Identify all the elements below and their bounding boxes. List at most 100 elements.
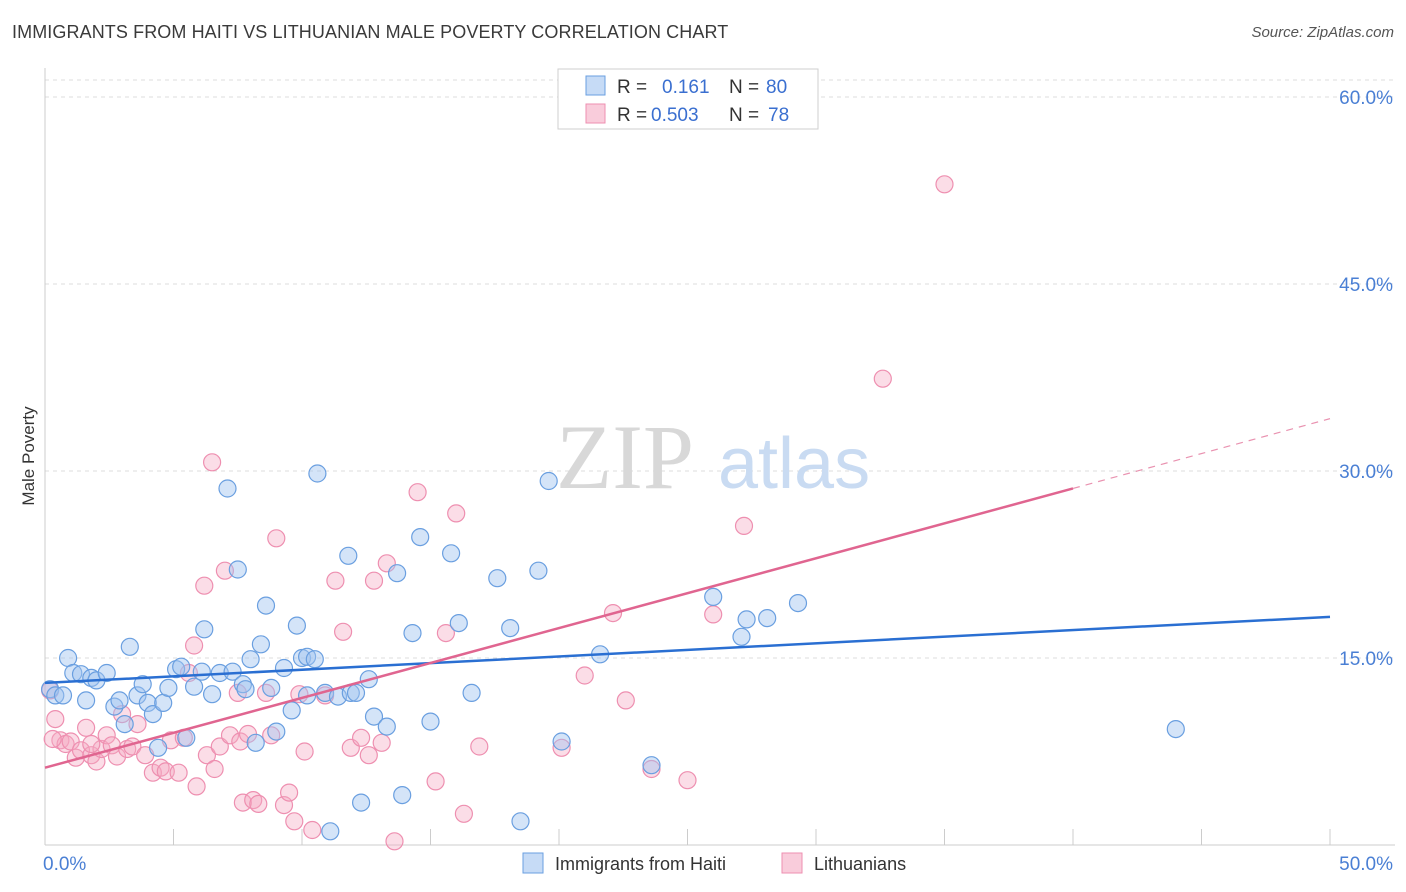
haiti-point bbox=[421, 712, 440, 731]
haiti-point bbox=[1166, 719, 1185, 739]
haiti-point bbox=[133, 675, 152, 694]
lith-point bbox=[364, 571, 384, 590]
lith-point bbox=[575, 666, 594, 685]
lith-point bbox=[352, 728, 371, 747]
lith-point bbox=[295, 742, 314, 761]
y-tick-label: 60.0% bbox=[1339, 88, 1393, 109]
bottom-legend-haiti-swatch bbox=[522, 852, 544, 874]
x-tick-label: 50.0% bbox=[1339, 854, 1393, 875]
haiti-point bbox=[228, 560, 247, 579]
haiti-point bbox=[352, 793, 371, 812]
lith-point bbox=[372, 733, 391, 752]
lith-point bbox=[76, 718, 96, 737]
lith-trend-line bbox=[44, 487, 1074, 769]
watermark-zip: ZIP bbox=[556, 406, 694, 508]
lith-point bbox=[82, 734, 101, 754]
haiti-point bbox=[233, 675, 252, 694]
watermark: ZIP atlas bbox=[556, 406, 870, 508]
haiti-point bbox=[167, 660, 186, 679]
haiti-point bbox=[236, 680, 255, 699]
legend-haiti-swatch bbox=[585, 75, 606, 96]
haiti-point bbox=[287, 616, 306, 635]
haiti-point bbox=[393, 785, 412, 805]
legend-n-value: 78 bbox=[768, 105, 789, 126]
haiti-point bbox=[241, 650, 260, 669]
haiti-point bbox=[388, 564, 407, 583]
lith-point bbox=[249, 794, 268, 814]
lith-point bbox=[454, 804, 473, 823]
lith-point bbox=[210, 737, 229, 756]
haiti-trend-line bbox=[44, 615, 1331, 685]
chart-title: IMMIGRANTS FROM HAITI VS LITHUANIAN MALE… bbox=[12, 22, 729, 42]
haiti-point bbox=[501, 618, 520, 638]
legend-r-value: 0.503 bbox=[651, 105, 699, 126]
haiti-point bbox=[377, 717, 396, 736]
haiti-point bbox=[71, 665, 91, 684]
haiti-point bbox=[120, 637, 139, 656]
lith-point bbox=[220, 726, 240, 745]
haiti-point bbox=[529, 561, 548, 580]
grid-lines bbox=[45, 79, 1395, 659]
lith-point bbox=[197, 746, 216, 765]
axes bbox=[44, 68, 1395, 846]
lith-trend-extension bbox=[1072, 418, 1331, 490]
y-tick-label: 45.0% bbox=[1339, 275, 1393, 296]
haiti-point bbox=[642, 756, 661, 775]
haiti-point bbox=[539, 471, 558, 491]
haiti-point bbox=[256, 596, 276, 615]
trend-lines bbox=[44, 418, 1331, 769]
lith-point bbox=[447, 504, 466, 523]
haiti-point bbox=[97, 663, 116, 683]
bottom-legend-lith-label-swatch bbox=[781, 852, 803, 874]
haiti-point bbox=[346, 683, 366, 703]
haiti-point bbox=[251, 635, 270, 654]
lith-point bbox=[385, 832, 404, 851]
lith-point bbox=[326, 571, 345, 590]
lith-point bbox=[231, 732, 250, 751]
haiti-point bbox=[403, 623, 422, 643]
haiti-point bbox=[305, 650, 324, 669]
y-tick-label: 30.0% bbox=[1339, 462, 1393, 483]
haiti-point bbox=[308, 464, 327, 483]
lith-point bbox=[436, 623, 455, 643]
haiti-point bbox=[138, 693, 157, 713]
lith-point bbox=[280, 783, 299, 802]
y-tick-labels: 60.0% 45.0% 30.0% 15.0% bbox=[1339, 88, 1393, 670]
lith-point bbox=[267, 529, 286, 548]
haiti-point bbox=[267, 722, 286, 741]
haiti-point bbox=[115, 714, 134, 734]
lith-point bbox=[187, 777, 206, 796]
haiti-point bbox=[53, 686, 73, 705]
lith-point bbox=[303, 820, 322, 840]
lith-point bbox=[97, 726, 116, 745]
y-axis-title: Male Poverty bbox=[19, 406, 38, 506]
bottom-legend-haiti-label: Immigrants from Haiti bbox=[555, 854, 726, 874]
lith-point bbox=[205, 759, 224, 779]
haiti-point bbox=[274, 658, 294, 678]
haiti-point bbox=[704, 587, 723, 607]
haiti-point bbox=[262, 678, 281, 698]
legend-r-label: R = bbox=[617, 105, 647, 126]
haiti-point bbox=[511, 812, 530, 831]
haiti-point bbox=[364, 707, 384, 726]
haiti-point bbox=[737, 610, 756, 629]
haiti-point bbox=[321, 822, 340, 841]
legend-r-label: R = bbox=[617, 77, 647, 98]
lith-point bbox=[195, 576, 214, 595]
source-label: Source: ZipAtlas.com bbox=[1251, 24, 1394, 41]
x-tick-labels: 0.0% 50.0% bbox=[43, 854, 1393, 875]
haiti-point bbox=[76, 691, 96, 710]
haiti-point bbox=[788, 593, 808, 613]
watermark-atlas: atlas bbox=[718, 424, 870, 504]
legend-n-value: 80 bbox=[766, 77, 787, 98]
lith-point bbox=[873, 369, 892, 388]
haiti-point bbox=[159, 678, 178, 698]
haiti-point bbox=[46, 686, 65, 705]
lith-point bbox=[552, 738, 571, 757]
lith-point bbox=[426, 772, 445, 791]
lith-point bbox=[334, 622, 353, 641]
lith-point bbox=[185, 636, 204, 655]
haiti-point bbox=[462, 683, 481, 703]
haiti-point bbox=[488, 569, 507, 588]
